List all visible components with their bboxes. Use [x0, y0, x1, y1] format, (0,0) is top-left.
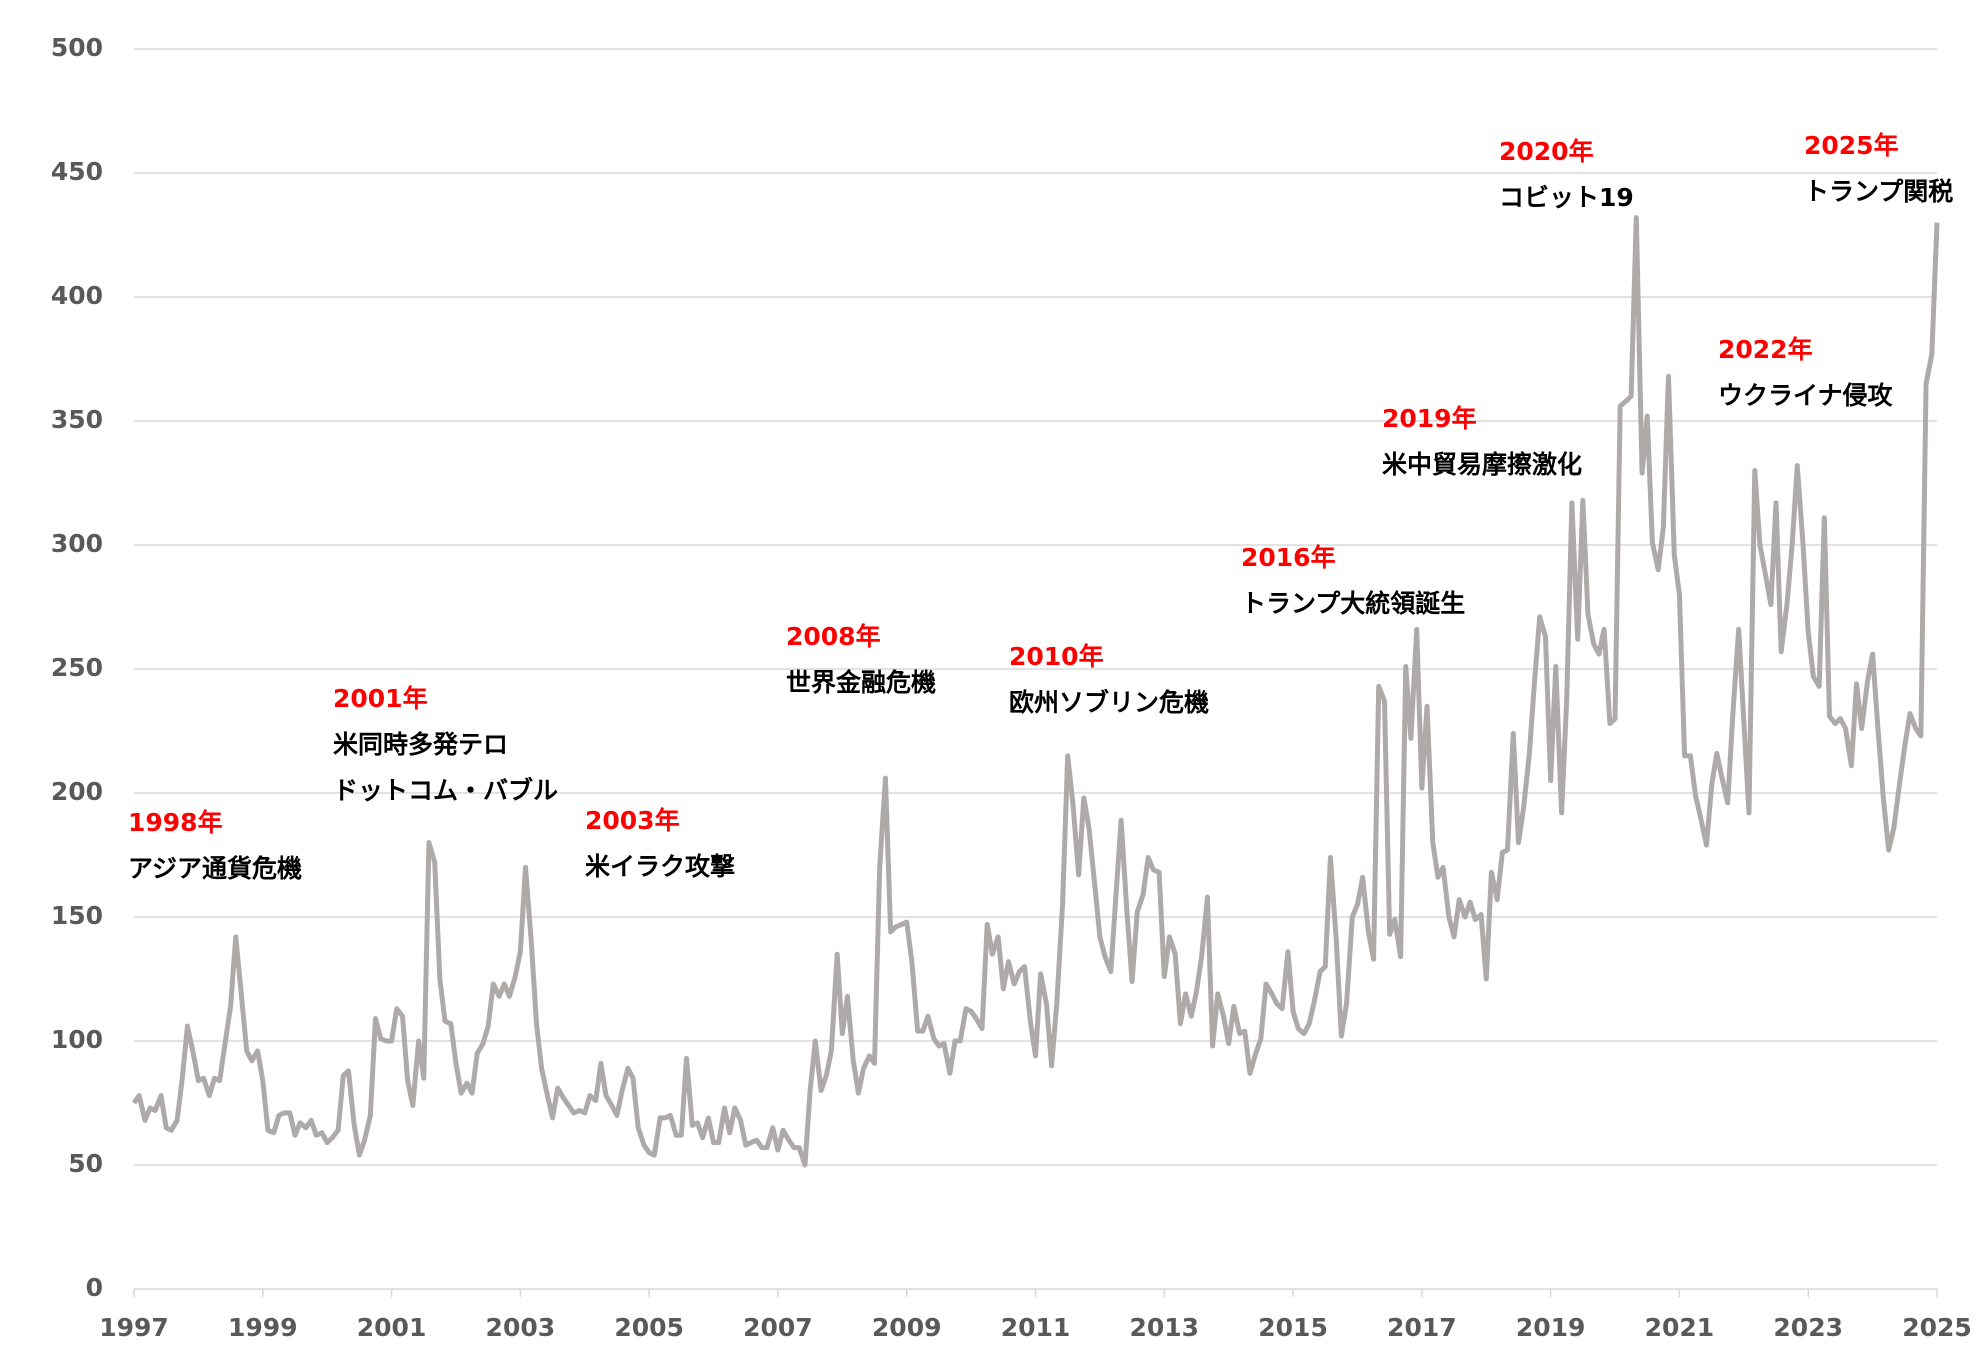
- annotation-text: ドットコム・バブル: [333, 776, 558, 805]
- y-tick-label: 50: [68, 1149, 103, 1178]
- y-tick-label: 150: [51, 901, 103, 930]
- x-tick-label: 2003: [486, 1313, 556, 1342]
- annotation-year: 2001年: [333, 684, 428, 713]
- x-tick-label: 2007: [743, 1313, 813, 1342]
- y-tick-label: 100: [51, 1025, 103, 1054]
- annotation-year: 2003年: [585, 806, 680, 835]
- annotation-text: トランプ関税: [1804, 177, 1953, 206]
- annotation-year: 2022年: [1718, 335, 1813, 364]
- line-series: [131, 215, 1940, 1168]
- x-tick-label: 2023: [1773, 1313, 1843, 1342]
- x-tick-label: 2021: [1645, 1313, 1715, 1342]
- x-tick-label: 2019: [1516, 1313, 1586, 1342]
- annotation-year: 1998年: [128, 808, 223, 837]
- y-tick-label: 350: [51, 405, 103, 434]
- annotation-year: 2008年: [786, 622, 881, 651]
- y-tick-label: 400: [51, 281, 103, 310]
- x-tick-label: 2011: [1001, 1313, 1071, 1342]
- y-tick-label: 450: [51, 157, 103, 186]
- annotation-text: 欧州ソブリン危機: [1009, 688, 1209, 717]
- annotation-year: 2016年: [1241, 543, 1336, 572]
- annotation-text: コビット19: [1499, 183, 1634, 212]
- y-tick-label: 300: [51, 529, 103, 558]
- annotation-text: アジア通貨危機: [128, 854, 302, 883]
- annotation-text: 米中貿易摩擦激化: [1382, 450, 1582, 479]
- annotation-year: 2019年: [1382, 404, 1477, 433]
- x-tick-label: 2013: [1129, 1313, 1199, 1342]
- x-tick-label: 2015: [1258, 1313, 1328, 1342]
- annotation-text: 米イラク攻撃: [585, 852, 735, 881]
- x-tick-label: 2025: [1902, 1313, 1972, 1342]
- annotation-year: 2020年: [1499, 137, 1594, 166]
- x-tick-label: 1999: [228, 1313, 298, 1342]
- annotation-text: 米同時多発テロ: [333, 730, 508, 759]
- x-tick-label: 2005: [614, 1313, 684, 1342]
- annotation-text: 世界金融危機: [786, 668, 936, 697]
- annotation-year: 2025年: [1804, 131, 1899, 160]
- annotation-year: 2010年: [1009, 642, 1104, 671]
- x-tick-label: 1997: [99, 1313, 169, 1342]
- y-tick-label: 500: [51, 33, 103, 62]
- annotation-text: ウクライナ侵攻: [1718, 381, 1894, 410]
- annotation-text: トランプ大統領誕生: [1241, 589, 1465, 618]
- y-tick-label: 200: [51, 777, 103, 806]
- x-tick-label: 2017: [1387, 1313, 1457, 1342]
- x-tick-label: 2009: [872, 1313, 942, 1342]
- x-tick-label: 2001: [357, 1313, 427, 1342]
- y-tick-label: 250: [51, 653, 103, 682]
- y-tick-label: 0: [86, 1273, 103, 1302]
